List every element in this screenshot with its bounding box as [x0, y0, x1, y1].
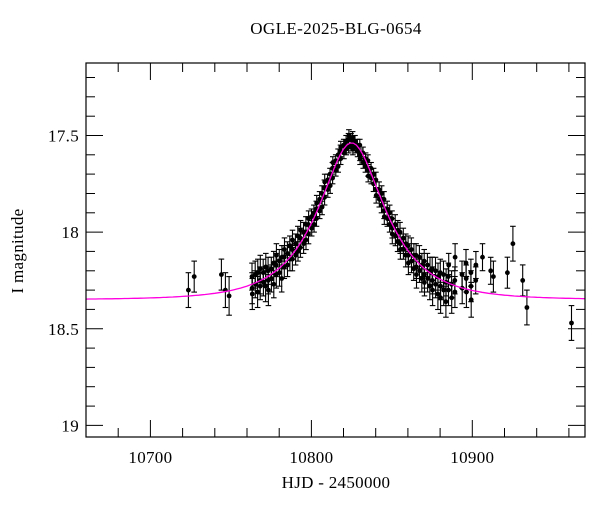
plot-frame: [85, 62, 586, 438]
data-point: [519, 264, 526, 297]
data-point: [319, 198, 325, 216]
data-point: [510, 225, 516, 262]
data-point: [421, 268, 428, 297]
data-point: [191, 260, 197, 293]
data-point: [297, 237, 304, 258]
y-tick-labels: 17.5 18 18.5 19: [48, 127, 79, 436]
data-point: [218, 258, 225, 291]
data-point: [295, 241, 301, 262]
data-point: [472, 266, 479, 295]
data-point: [463, 275, 470, 309]
data-point: [479, 243, 486, 272]
data-point: [568, 305, 575, 341]
data-point: [185, 272, 192, 309]
data-point: [257, 254, 264, 283]
data-point: [448, 281, 455, 314]
y-tick-label: 18: [61, 223, 79, 242]
data-point: [452, 275, 458, 309]
data-point: [437, 281, 444, 314]
data-point: [468, 281, 474, 318]
data-point: [226, 276, 232, 316]
data-point: [504, 256, 511, 289]
data-points: [185, 129, 575, 341]
x-tick-label: 10900: [450, 448, 494, 467]
x-axis-label: HJD - 2450000: [282, 473, 391, 492]
data-point: [271, 270, 277, 299]
data-point: [440, 274, 447, 307]
data-point: [265, 274, 272, 307]
model-curve: [85, 142, 586, 300]
data-point: [373, 187, 379, 204]
data-point: [452, 243, 458, 272]
y-tick-label: 19: [61, 416, 79, 435]
data-point: [490, 260, 497, 293]
x-tick-labels: 10700 10800 10900: [128, 448, 494, 467]
plot-area: 10700 10800 10900 17.5 18 18.5 19: [48, 62, 586, 467]
data-point: [289, 229, 296, 251]
data-point: [487, 256, 494, 285]
y-axis-label: I magnitude: [8, 209, 27, 294]
data-point: [305, 223, 312, 245]
axis-ticks: [86, 63, 585, 437]
data-point: [273, 243, 280, 268]
data-point: [473, 250, 479, 280]
chart-title: OGLE-2025-BLG-0654: [250, 19, 422, 38]
x-tick-label: 10700: [128, 448, 172, 467]
data-point: [281, 237, 288, 262]
y-tick-label: 18.5: [48, 320, 79, 339]
data-point: [445, 252, 452, 278]
data-point: [333, 163, 339, 177]
y-tick-label: 17.5: [48, 127, 79, 146]
data-point: [263, 252, 269, 281]
x-tick-label: 10800: [289, 448, 333, 467]
data-point: [524, 289, 530, 326]
data-point: [413, 260, 420, 289]
data-point: [405, 250, 412, 276]
data-point: [424, 264, 431, 293]
data-point: [432, 270, 439, 299]
data-point: [429, 274, 436, 307]
data-point: [222, 272, 229, 309]
